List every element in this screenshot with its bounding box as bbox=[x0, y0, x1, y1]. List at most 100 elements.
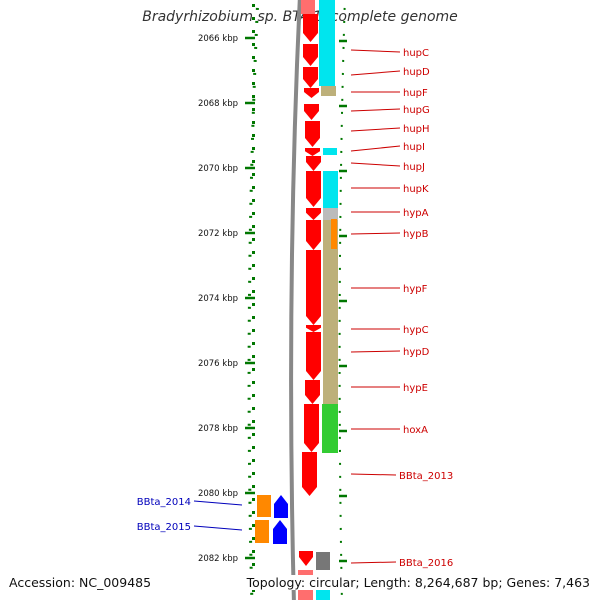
label-leader-line bbox=[350, 49, 401, 53]
minor-tick bbox=[252, 485, 255, 488]
gene-label-bbta_2015: BBta_2015 bbox=[137, 522, 191, 533]
gene-arrow bbox=[306, 171, 321, 207]
gene-arrow bbox=[303, 67, 318, 88]
minor-tick bbox=[252, 238, 255, 241]
label-leader-line bbox=[350, 473, 397, 476]
minor-tick bbox=[252, 212, 255, 215]
minor-tick bbox=[252, 225, 255, 228]
cog-color-segment bbox=[316, 552, 330, 570]
outer-dotted-arc bbox=[338, 0, 346, 600]
genome-backbone-arc bbox=[289, 0, 302, 600]
accession-label: Accession: NC_009485 bbox=[9, 575, 152, 590]
label-leader-line bbox=[350, 127, 401, 132]
minor-tick bbox=[252, 537, 255, 540]
tick-label: 2066 kbp bbox=[198, 34, 238, 44]
minor-tick bbox=[252, 316, 255, 319]
genome-summary: Topology: circular; Length: 8,264,687 bp… bbox=[246, 575, 590, 590]
label-leader-line bbox=[350, 145, 401, 152]
tick-label: 2080 kbp bbox=[198, 489, 238, 499]
minor-tick bbox=[252, 43, 255, 46]
tick-label: 2070 kbp bbox=[198, 164, 238, 174]
minor-tick bbox=[252, 277, 255, 280]
gene-arrow bbox=[306, 325, 321, 332]
scale-dotted-arc bbox=[247, 0, 260, 600]
minor-tick bbox=[252, 498, 255, 501]
gene-label-hypd: hypD bbox=[403, 347, 430, 358]
gene-label-hypb: hypB bbox=[403, 229, 429, 240]
minor-tick bbox=[252, 303, 255, 306]
cog-color-segment bbox=[322, 404, 338, 453]
label-leader-line bbox=[350, 108, 401, 112]
gene-arrow bbox=[305, 380, 320, 404]
label-leader-line bbox=[193, 500, 243, 506]
minor-tick bbox=[252, 563, 255, 566]
gene-label-hupg: hupG bbox=[403, 105, 430, 116]
minor-tick bbox=[252, 108, 255, 111]
label-leader-line bbox=[350, 350, 401, 353]
gene-label-bbta_2013: BBta_2013 bbox=[399, 471, 453, 482]
minor-tick bbox=[252, 381, 255, 384]
minor-tick bbox=[252, 69, 255, 72]
gene-label-hupj: hupJ bbox=[403, 162, 425, 173]
minor-tick bbox=[252, 160, 255, 163]
gene-arrow bbox=[303, 14, 318, 42]
minor-tick bbox=[252, 394, 255, 397]
minor-tick bbox=[252, 82, 255, 85]
gene-arrow bbox=[274, 495, 288, 518]
label-leader-line bbox=[350, 232, 401, 235]
tick-label: 2082 kbp bbox=[198, 554, 238, 564]
cog-color-segment bbox=[323, 148, 337, 155]
orf-marker bbox=[255, 520, 269, 543]
gene-arrow bbox=[301, 0, 315, 14]
gene-label-hypa: hypA bbox=[403, 208, 429, 219]
orf-marker bbox=[257, 495, 271, 517]
minor-tick bbox=[252, 147, 255, 150]
tick-label: 2078 kbp bbox=[198, 424, 238, 434]
gene-arrow bbox=[273, 520, 287, 544]
gene-arrow bbox=[306, 156, 321, 171]
gene-arrow bbox=[302, 452, 317, 496]
gene-label-hupk: hupK bbox=[403, 184, 429, 195]
minor-tick bbox=[252, 459, 255, 462]
minor-tick bbox=[252, 264, 255, 267]
minor-tick bbox=[252, 420, 255, 423]
gene-label-hypc: hypC bbox=[403, 325, 429, 336]
gene-label-hype: hypE bbox=[403, 383, 428, 394]
minor-tick bbox=[252, 199, 255, 202]
gene-arrow bbox=[306, 220, 321, 250]
minor-tick bbox=[252, 550, 255, 553]
gene-arrow bbox=[306, 250, 321, 325]
tick-label: 2068 kbp bbox=[198, 99, 238, 109]
minor-tick bbox=[252, 30, 255, 33]
minor-tick bbox=[252, 446, 255, 449]
cog-color-segment bbox=[323, 171, 338, 208]
minor-tick bbox=[252, 368, 255, 371]
tick-label: 2072 kbp bbox=[198, 229, 238, 239]
minor-tick bbox=[252, 407, 255, 410]
gene-arrow bbox=[304, 104, 319, 120]
minor-tick bbox=[252, 186, 255, 189]
gene-label-bbta_2016: BBta_2016 bbox=[399, 558, 453, 569]
gene-arrow bbox=[304, 404, 319, 452]
gene-label-huph: hupH bbox=[403, 124, 430, 135]
minor-tick bbox=[252, 589, 255, 592]
minor-tick bbox=[252, 433, 255, 436]
minor-tick bbox=[252, 355, 255, 358]
minor-tick bbox=[252, 329, 255, 332]
gene-label-hupd: hupD bbox=[403, 67, 430, 78]
gene-arrow bbox=[306, 208, 321, 220]
tick-label: 2076 kbp bbox=[198, 359, 238, 369]
orf-marker bbox=[331, 219, 337, 249]
gene-arrow bbox=[306, 332, 321, 380]
gene-label-hupf: hupF bbox=[403, 88, 428, 99]
gene-label-hupi: hupI bbox=[403, 142, 425, 153]
gene-arrow bbox=[303, 44, 318, 66]
gene-arrow bbox=[299, 551, 313, 566]
minor-tick bbox=[252, 472, 255, 475]
label-leader-line bbox=[350, 162, 401, 167]
gene-label-bbta_2014: BBta_2014 bbox=[137, 497, 191, 508]
tick-label: 2074 kbp bbox=[198, 294, 238, 304]
minor-tick bbox=[252, 56, 255, 59]
